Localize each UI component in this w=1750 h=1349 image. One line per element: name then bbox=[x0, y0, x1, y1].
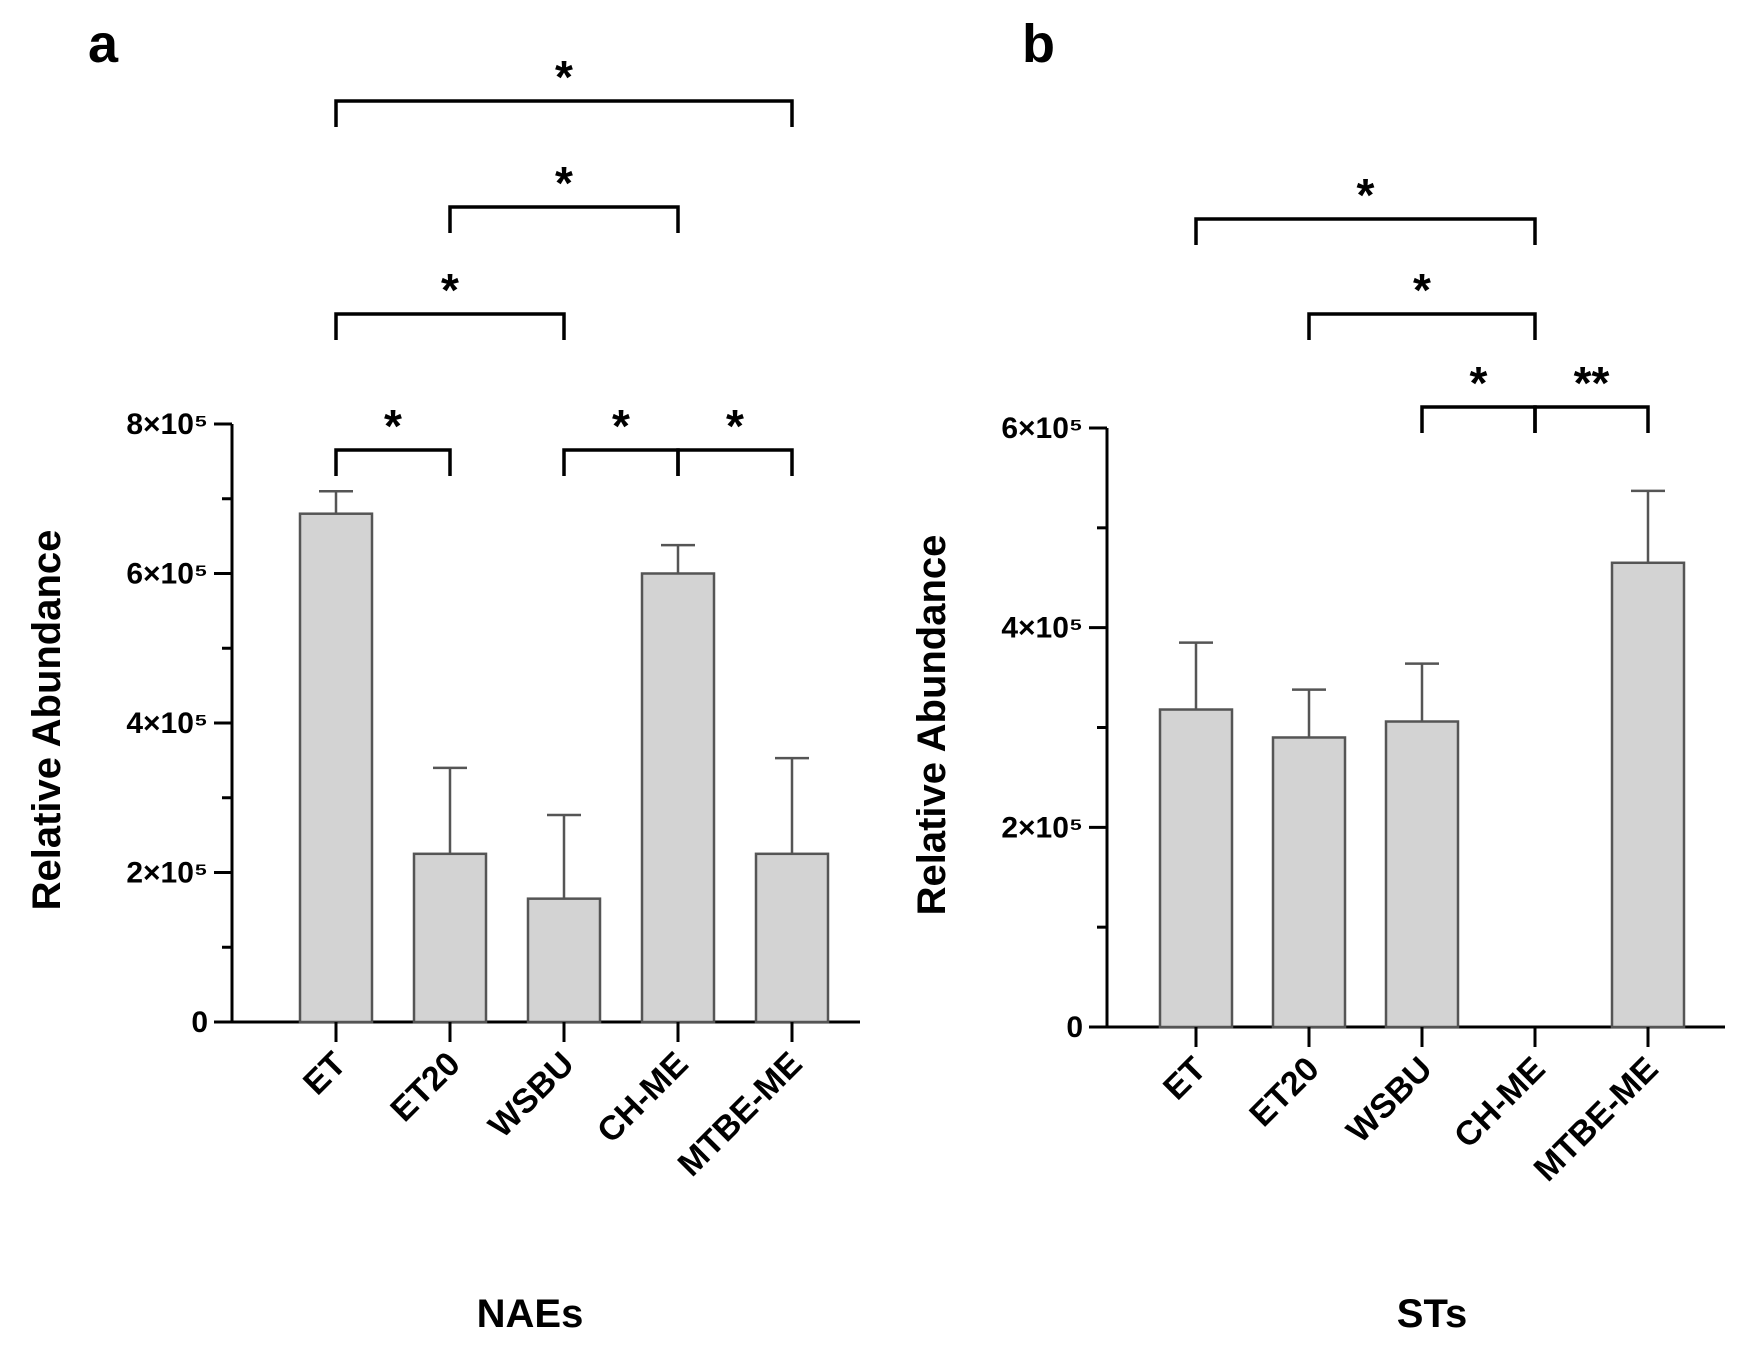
panel-a-y-tick-label: 0 bbox=[191, 1006, 208, 1039]
panel-a-bar-ch-me bbox=[640, 572, 716, 1024]
panel-a-significance-bracket bbox=[334, 448, 452, 476]
panel-b-significance-label: * bbox=[1357, 169, 1375, 221]
panel-a-significance-bracket bbox=[334, 99, 794, 127]
panel-a-x-axis-label: NAEs bbox=[477, 1292, 584, 1336]
panel-b-y-tick-label: 4×10⁵ bbox=[1001, 612, 1083, 645]
panel-a-bar-mtbe-me bbox=[754, 852, 830, 1024]
panel-a-significance-label: * bbox=[612, 400, 630, 452]
panel-a-significance-label: * bbox=[441, 264, 459, 316]
panel-b-significance-bracket bbox=[1194, 217, 1537, 245]
panel-a-y-tick-label: 2×10⁵ bbox=[126, 857, 208, 890]
panel-a-significance-label: * bbox=[555, 157, 573, 209]
panel-a-bar-et bbox=[298, 512, 374, 1024]
panel-b-x-axis-label: STs bbox=[1397, 1292, 1467, 1336]
panel-b-bar-et20 bbox=[1271, 736, 1347, 1029]
panel-b-significance-label: * bbox=[1413, 264, 1431, 316]
panel-b-bar-wsbu bbox=[1384, 720, 1460, 1029]
panel-b-y-tick-label: 2×10⁵ bbox=[1001, 811, 1083, 844]
panel-b-bar-mtbe-me bbox=[1610, 561, 1686, 1029]
panel-b-significance-label: ** bbox=[1574, 357, 1610, 409]
panel-a-bar-et20 bbox=[412, 852, 488, 1024]
panel-a-significance-label: * bbox=[555, 51, 573, 103]
panel-a-significance-label: * bbox=[384, 400, 402, 452]
panel-a-y-tick-label: 6×10⁵ bbox=[126, 558, 208, 591]
panel-b-y-tick-label: 6×10⁵ bbox=[1001, 412, 1083, 445]
panel-a-significance-bracket bbox=[334, 312, 566, 340]
panel-a-y-tick-label: 8×10⁵ bbox=[126, 408, 208, 441]
panel-a-significance-label: * bbox=[726, 400, 744, 452]
panel-a-bar-wsbu bbox=[526, 897, 602, 1024]
panel-b-y-axis-label: Relative Abundance bbox=[910, 535, 954, 916]
panel-b-bar-et bbox=[1158, 708, 1234, 1029]
panel-a-y-axis-label: Relative Abundance bbox=[25, 530, 69, 911]
panel-a-significance-bracket bbox=[448, 205, 680, 233]
panel-b-significance-bracket bbox=[1533, 405, 1650, 433]
panel-a-y-tick-label: 4×10⁵ bbox=[126, 707, 208, 740]
panel-b-significance-label: * bbox=[1470, 357, 1488, 409]
panel-b-significance-bracket bbox=[1307, 312, 1537, 340]
panel-b-letter: b bbox=[1022, 14, 1055, 74]
panel-b-y-tick-label: 0 bbox=[1066, 1011, 1083, 1044]
panel-a-letter: a bbox=[88, 14, 119, 74]
panel-a-significance-bracket bbox=[676, 448, 794, 476]
